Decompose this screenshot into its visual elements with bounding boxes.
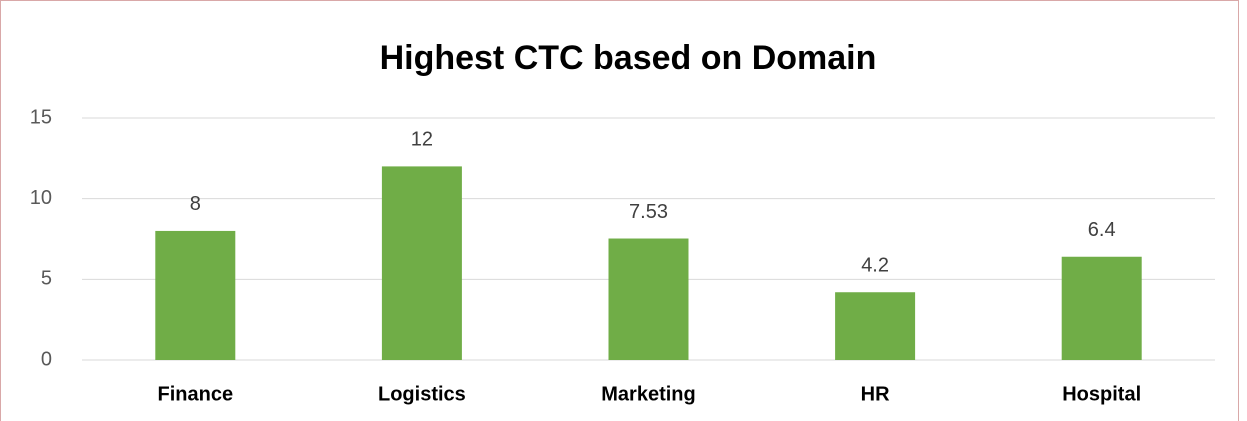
x-tick-label: HR [861,383,890,405]
x-tick-label: Logistics [378,383,466,405]
chart-title: Highest CTC based on Domain [380,39,877,77]
x-tick-label: Marketing [601,383,695,405]
x-tick-label: Hospital [1062,383,1141,405]
y-tick-label: 0 [41,348,52,370]
y-tick-label: 15 [30,106,52,128]
data-label: 8 [190,193,201,215]
data-label: 7.53 [629,201,668,223]
y-tick-label: 5 [41,268,52,290]
bar [1061,256,1142,360]
bar [608,238,689,360]
x-tick-label: Finance [158,383,234,405]
y-tick-label: 10 [30,187,52,209]
bar [381,166,462,360]
data-label: 4.2 [861,255,889,277]
bar [155,230,236,360]
data-label: 6.4 [1088,219,1116,241]
data-label: 12 [411,129,433,151]
bar [835,292,916,360]
